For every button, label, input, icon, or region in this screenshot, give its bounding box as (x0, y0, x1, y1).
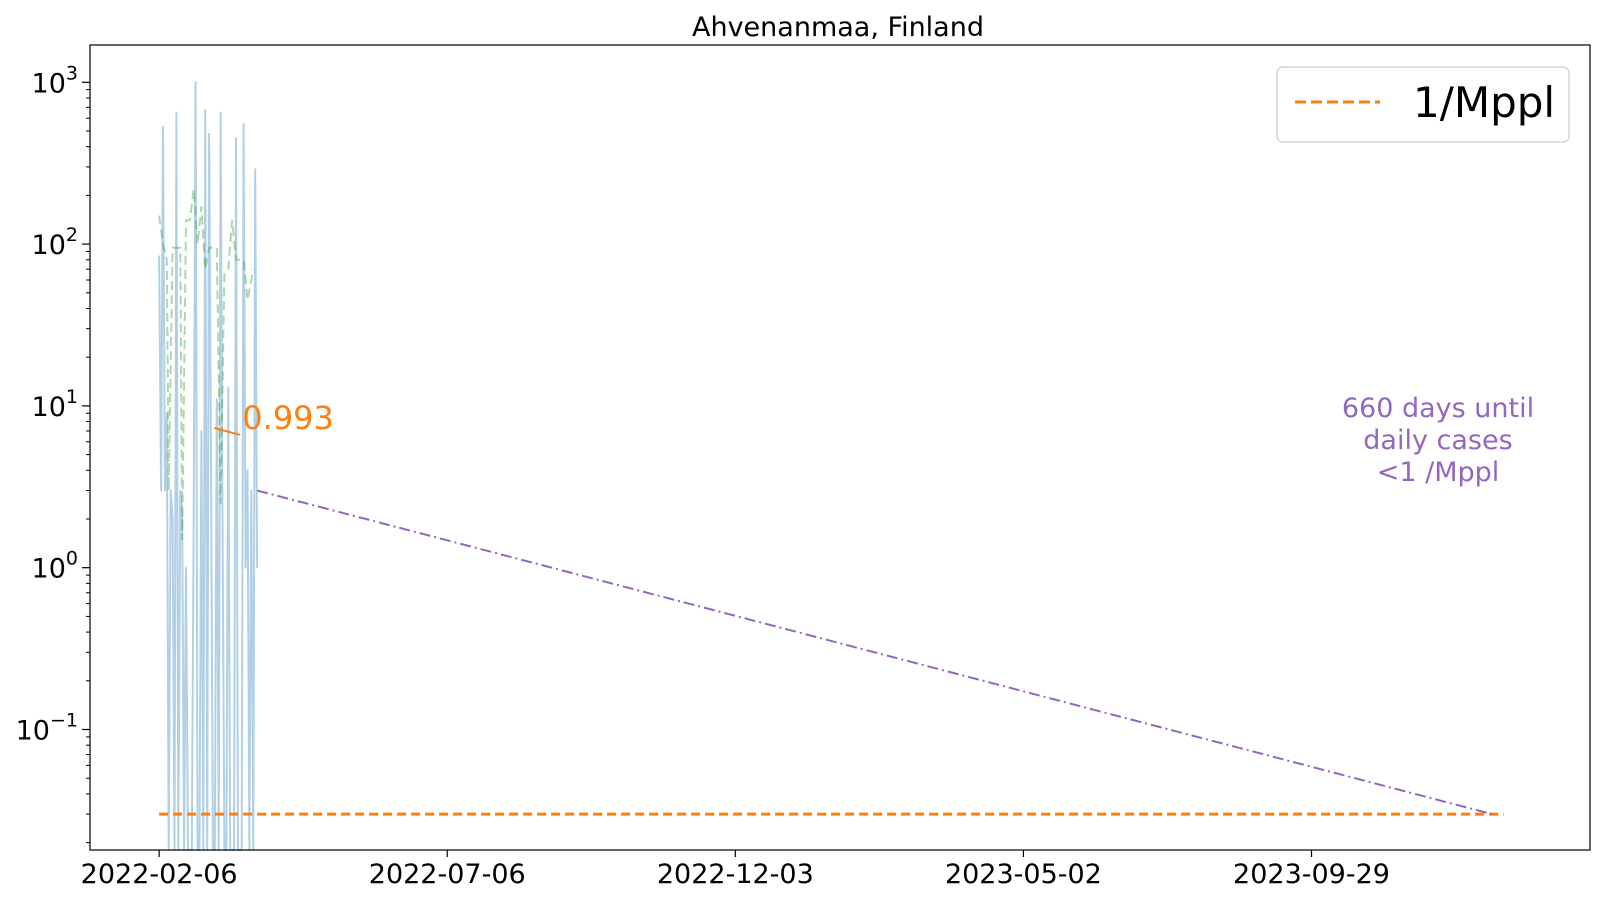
x-tick-label: 2023-05-02 (945, 859, 1102, 890)
x-tick-label: 2022-02-06 (81, 859, 238, 890)
x-tick-label: 2023-09-29 (1233, 859, 1390, 890)
y-tick-label: 101 (32, 386, 78, 423)
annotation-projection-line: daily cases (1363, 425, 1512, 456)
legend: 1/Mppl (1276, 66, 1570, 143)
annotation-rate: 0.993 (242, 399, 334, 437)
series-line-projection (256, 489, 1493, 816)
legend-label-threshold: 1/Mppl (1413, 78, 1555, 127)
x-tick-label: 2022-12-03 (657, 859, 814, 890)
y-tick-label: 102 (32, 224, 78, 261)
annotation-marker (214, 426, 241, 436)
annotation-projection-line: 660 days until (1342, 393, 1534, 424)
x-tick-label: 2022-07-06 (369, 859, 526, 890)
legend-box (1276, 66, 1570, 143)
y-tick-label: 10−1 (16, 710, 78, 747)
axes-layer: 10−1 100 101 102 103 2022-02-06 2022-07-06 2022… (16, 44, 1591, 890)
annotation-projection-line: <1 /Mppl (1377, 457, 1500, 488)
series-line-rolling-average (158, 187, 255, 541)
chart-title: Ahvenanmaa, Finland (692, 12, 984, 43)
y-tick-label: 100 (32, 548, 78, 585)
plot-frame (89, 44, 1591, 851)
y-tick-label: 103 (32, 62, 78, 99)
